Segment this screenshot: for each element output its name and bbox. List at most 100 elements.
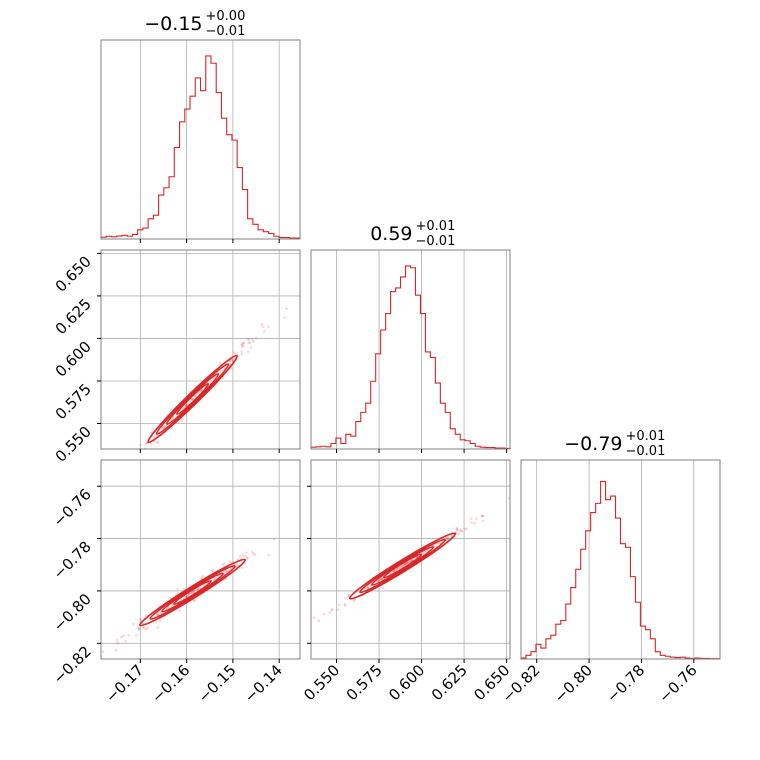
scatter-point [469, 517, 473, 520]
scatter-point [267, 553, 270, 557]
scatter-point [481, 519, 485, 523]
scatter-point [200, 388, 204, 392]
scatter-point [122, 634, 125, 638]
panel-0-0: −0.15 +0.00−0.01 [100, 9, 301, 243]
scatter-point [366, 586, 370, 590]
scatter-point [164, 424, 167, 428]
scatter-point [262, 330, 266, 333]
scatter-point [379, 578, 383, 581]
scatter-point [426, 549, 429, 552]
panel-frame [310, 459, 511, 660]
param-title-0: −0.15 [144, 13, 202, 35]
histogram-0 [100, 55, 301, 239]
scatter-point [139, 619, 143, 622]
scatter-point [255, 336, 258, 340]
scatter-point [247, 341, 251, 345]
scatter-point [246, 337, 250, 341]
scatter-point [136, 453, 139, 456]
scatter-point [193, 599, 197, 602]
scatter-point [460, 530, 463, 533]
panel-1-1: 0.59 +0.01−0.01 [310, 219, 511, 453]
scatter-point [317, 619, 320, 623]
scatter-point [390, 571, 393, 575]
scatter-point [183, 595, 187, 599]
scatter-point [283, 316, 286, 320]
scatter-point [143, 626, 146, 630]
scatter-point [122, 468, 125, 471]
scatter-point [101, 650, 105, 654]
y-tick-label: 0.600 [52, 338, 95, 381]
scatter-point [455, 526, 458, 530]
x-tick-label: −0.78 [603, 661, 648, 706]
scatter-point [228, 560, 232, 563]
scatter-point [187, 592, 191, 596]
scatter-point [446, 535, 450, 539]
scatter-point [244, 554, 248, 558]
scatter-point [347, 593, 351, 597]
panel-frame [520, 459, 721, 660]
scatter-point [252, 552, 255, 555]
scatter-point [253, 553, 257, 557]
title-plus: +0.01 [416, 219, 456, 234]
scatter-point [249, 346, 253, 349]
scatter-point [194, 395, 197, 399]
contour-line [348, 532, 457, 600]
scatter-point [367, 585, 370, 589]
x-tick-label: 0.550 [300, 661, 343, 704]
scatter-point [191, 398, 195, 401]
scatter-point [150, 443, 153, 446]
scatter-point [192, 589, 196, 593]
title-minus: −0.01 [626, 444, 666, 459]
scatter-point [133, 455, 136, 458]
scatter-point [405, 561, 409, 565]
scatter-point [135, 634, 138, 637]
scatter-point [241, 554, 245, 557]
scatter-point [183, 404, 187, 408]
scatter-point [158, 619, 162, 623]
scatter-point [185, 403, 189, 406]
scatter-point [381, 587, 385, 590]
scatter-point [221, 376, 225, 380]
scatter-point [408, 560, 412, 564]
panel-2-2: −0.82 −0.80 −0.78 −0.76−0.79 +0.01−0.01 [498, 429, 721, 706]
scatter-point [151, 427, 155, 430]
scatter-point [116, 641, 119, 645]
scatter-point [403, 563, 407, 566]
x-tick-label: −0.16 [148, 661, 193, 706]
scatter-point [178, 609, 181, 613]
contour-line [165, 373, 220, 425]
scatter-point [343, 604, 347, 607]
scatter-point [303, 625, 306, 628]
scatter-point [240, 352, 244, 356]
x-tick-label: −0.80 [551, 661, 596, 706]
scatter-point [190, 397, 193, 401]
scatter-point [231, 359, 234, 362]
x-tick-label: −0.76 [655, 661, 700, 706]
scatter-point [146, 627, 149, 630]
scatter-point [139, 617, 142, 621]
scatter-point [170, 426, 174, 430]
scatter-point [185, 404, 188, 407]
scatter-point [380, 577, 384, 581]
scatter-point [153, 435, 156, 439]
scatter-point [470, 521, 473, 524]
scatter-point [197, 587, 200, 590]
scatter-point [154, 620, 158, 624]
scatter-point [200, 576, 204, 579]
scatter-point [403, 562, 407, 566]
scatter-point [455, 528, 459, 531]
scatter-point [352, 599, 356, 603]
scatter-point [456, 528, 459, 532]
scatter-point [122, 468, 125, 471]
scatter-point [408, 560, 412, 563]
scatter-point [406, 561, 410, 565]
contour-line [383, 553, 422, 579]
scatter-point [240, 343, 244, 346]
scatter-point [406, 561, 409, 564]
scatter-point [261, 325, 265, 329]
scatter-point [246, 556, 249, 559]
scatter-point [114, 648, 118, 652]
scatter-point [422, 552, 425, 555]
scatter-point [233, 351, 236, 354]
scatter-point [115, 639, 119, 642]
